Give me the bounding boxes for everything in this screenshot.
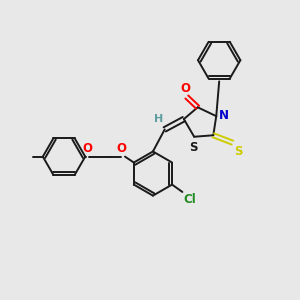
Text: S: S [234,145,242,158]
Text: S: S [189,142,198,154]
Text: O: O [180,82,190,95]
Text: O: O [116,142,126,155]
Text: H: H [154,114,163,124]
Text: N: N [219,109,229,122]
Text: Cl: Cl [183,194,196,206]
Text: O: O [82,142,93,154]
